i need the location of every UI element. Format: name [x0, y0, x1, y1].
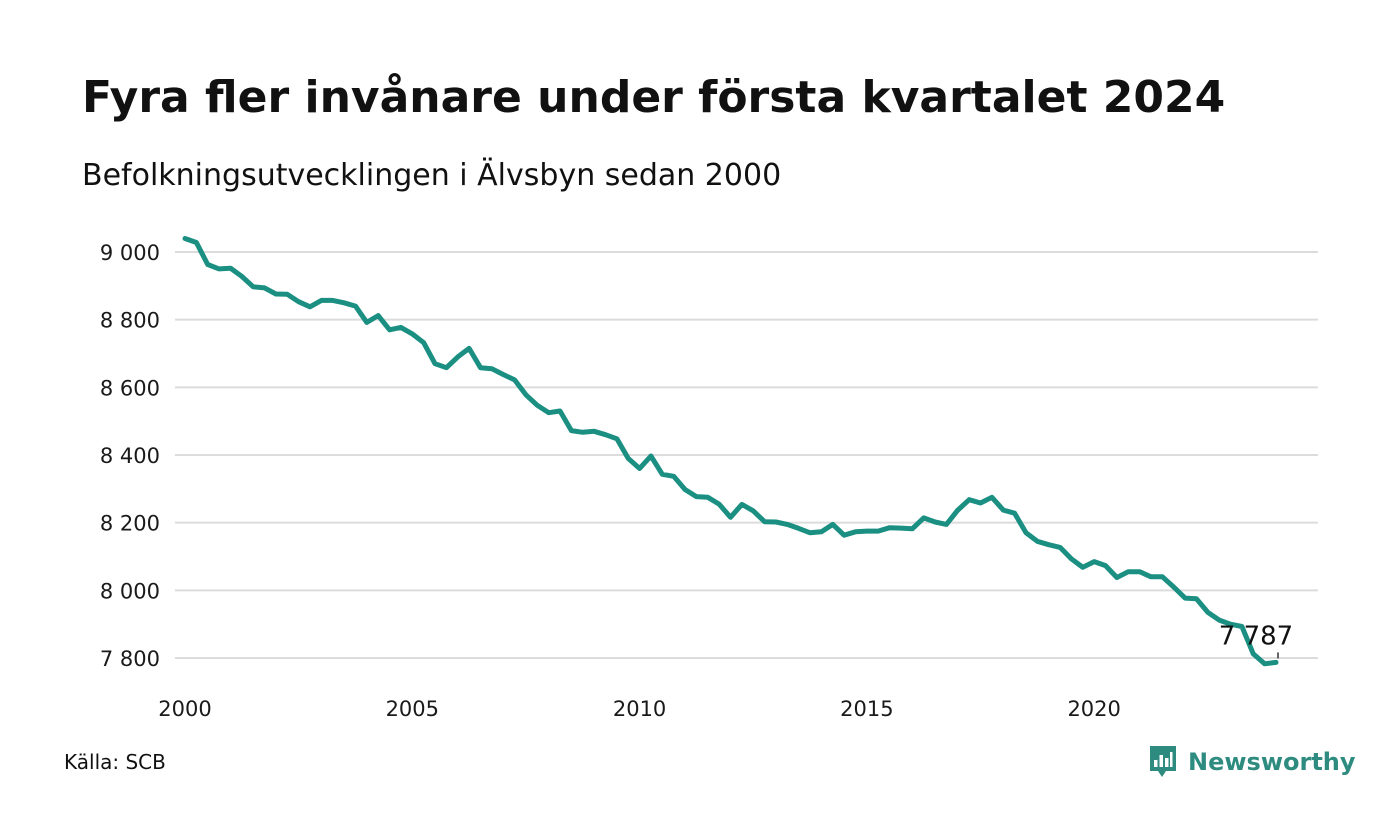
y-tick-label: 8 600	[100, 376, 160, 400]
x-tick-label: 2020	[1067, 697, 1120, 721]
x-tick-label: 2015	[840, 697, 893, 721]
y-tick-label: 8 800	[100, 309, 160, 333]
series-line	[182, 236, 1279, 667]
line-chart: 7 800 8 000 8 200 8 400 8 600 8 800 9 000 2000…	[100, 236, 1318, 721]
y-axis-tick-labels: 7 800 8 000 8 200 8 400 8 600 8 800 9 000	[100, 241, 160, 671]
grid-lines	[175, 251, 1318, 659]
series-layer	[182, 236, 1279, 667]
y-tick-label: 8 200	[100, 512, 160, 536]
source-note: Källa: SCB	[64, 750, 166, 774]
chart-title: Fyra fler invånare under första kvartale…	[82, 72, 1226, 123]
chart-subtitle: Befolkningsutvecklingen i Älvsbyn sedan …	[82, 158, 782, 193]
brand-name: Newsworthy	[1188, 748, 1356, 776]
x-axis-tick-labels: 2000 2005 2010 2015 2020	[158, 697, 1121, 721]
x-tick-label: 2005	[386, 697, 439, 721]
end-value-label: 7 787	[1219, 621, 1293, 651]
y-tick-label: 9 000	[100, 241, 160, 265]
newsworthy-logo-icon	[1150, 746, 1176, 777]
x-tick-label: 2010	[613, 697, 666, 721]
y-tick-label: 8 400	[100, 444, 160, 468]
y-tick-label: 8 000	[100, 579, 160, 603]
y-tick-label: 7 800	[100, 647, 160, 671]
brand-logo: Newsworthy	[1148, 744, 1356, 780]
end-annotation: 7 787	[1219, 621, 1293, 659]
x-tick-label: 2000	[158, 697, 211, 721]
